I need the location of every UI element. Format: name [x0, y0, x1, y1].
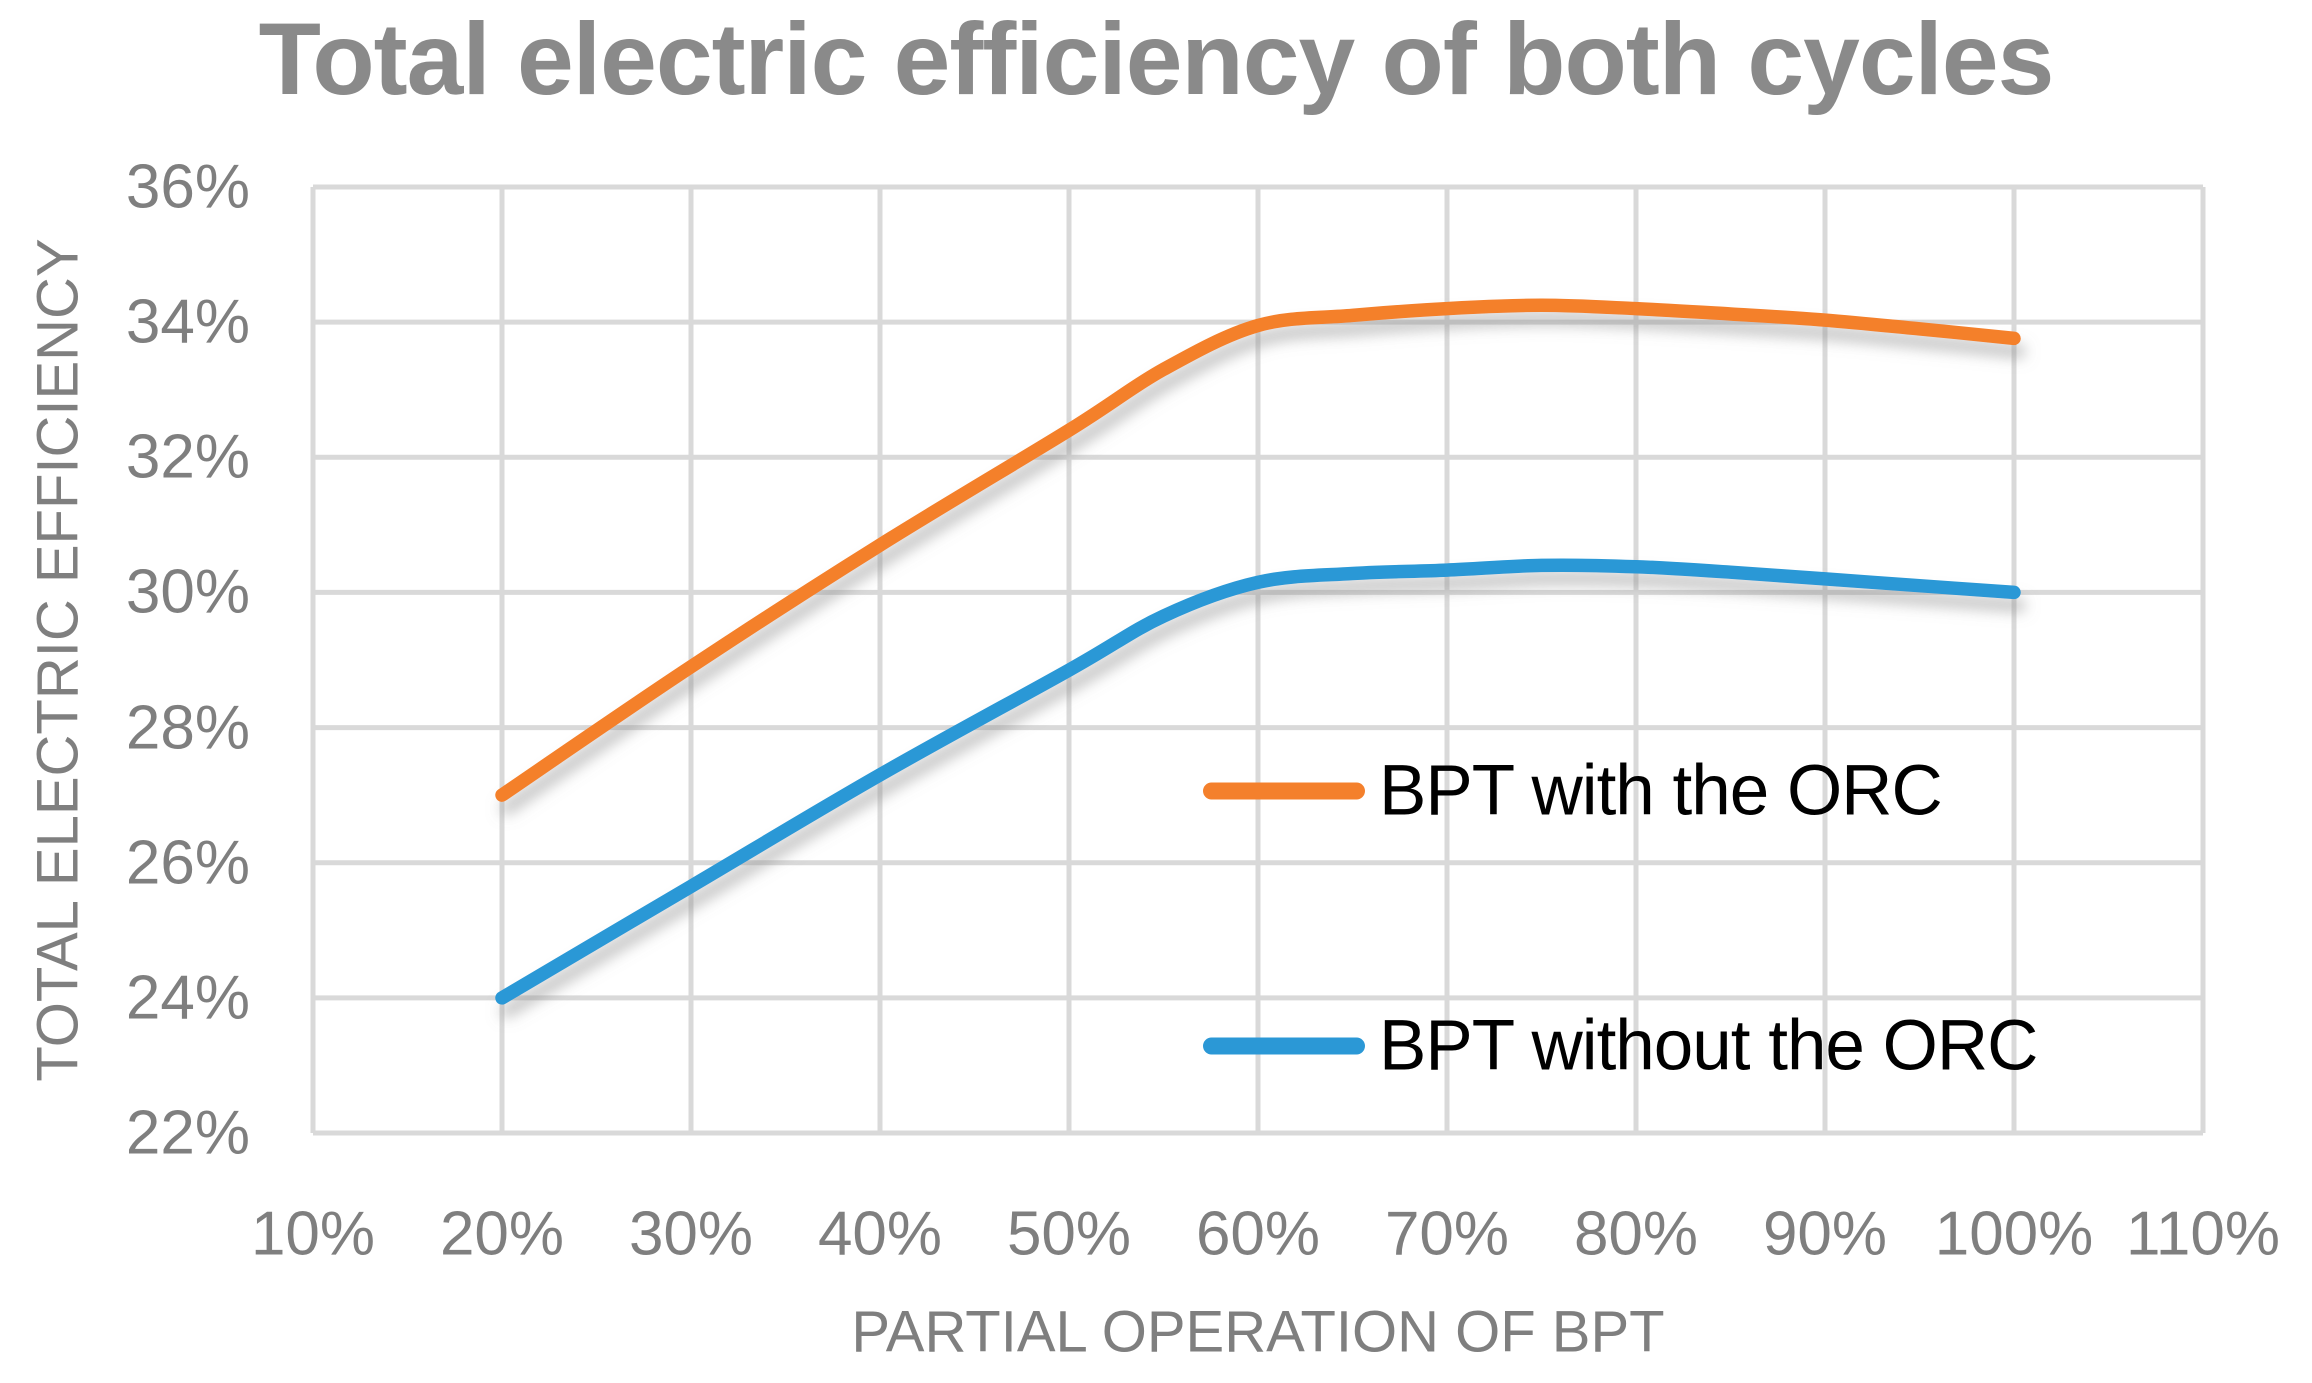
- y-tick-label: 28%: [125, 693, 250, 763]
- chart-title: Total electric efficiency of both cycles: [258, 2, 2055, 116]
- x-tick-label: 50%: [1006, 1199, 1132, 1269]
- x-tick-label: 80%: [1573, 1199, 1699, 1269]
- legend-swatch-blue-line: [1203, 1037, 1365, 1055]
- legend-label-bpt-with-orc: BPT with the ORC: [1379, 751, 1943, 831]
- y-axis-title: TOTAL ELECTRIC EFFICIENCY: [25, 238, 91, 1082]
- legend-item-bpt-without-orc: BPT without the ORC: [1203, 1006, 2038, 1087]
- x-tick-label: 70%: [1384, 1199, 1510, 1269]
- y-tick-label: 36%: [125, 152, 250, 222]
- series-line-bpt-without-orc: [495, 558, 2021, 1005]
- x-tick-label: 20%: [439, 1199, 565, 1269]
- series-line-bpt-with-orc: [495, 298, 2021, 802]
- y-tick-label: 26%: [125, 828, 250, 898]
- y-tick-label: 34%: [125, 287, 250, 357]
- x-tick-label: 90%: [1762, 1199, 1888, 1269]
- x-tick-label: 30%: [628, 1199, 754, 1269]
- x-tick-label: 110%: [2126, 1199, 2280, 1269]
- x-tick-label: 60%: [1195, 1199, 1321, 1269]
- x-tick-label: 40%: [817, 1199, 943, 1269]
- x-tick-label: 10%: [250, 1199, 376, 1269]
- legend-swatch-orange-line: [1203, 782, 1365, 800]
- x-axis-title: PARTIAL OPERATION OF BPT: [851, 1299, 1665, 1365]
- y-tick-label: 30%: [125, 557, 250, 627]
- y-tick-label: 24%: [125, 963, 250, 1033]
- y-tick-label: 32%: [125, 422, 250, 492]
- y-tick-label: 22%: [125, 1098, 250, 1168]
- legend-label-bpt-without-orc: BPT without the ORC: [1379, 1006, 2038, 1086]
- x-tick-label: 100%: [1934, 1199, 2094, 1269]
- legend-item-bpt-with-orc: BPT with the ORC: [1203, 751, 1943, 832]
